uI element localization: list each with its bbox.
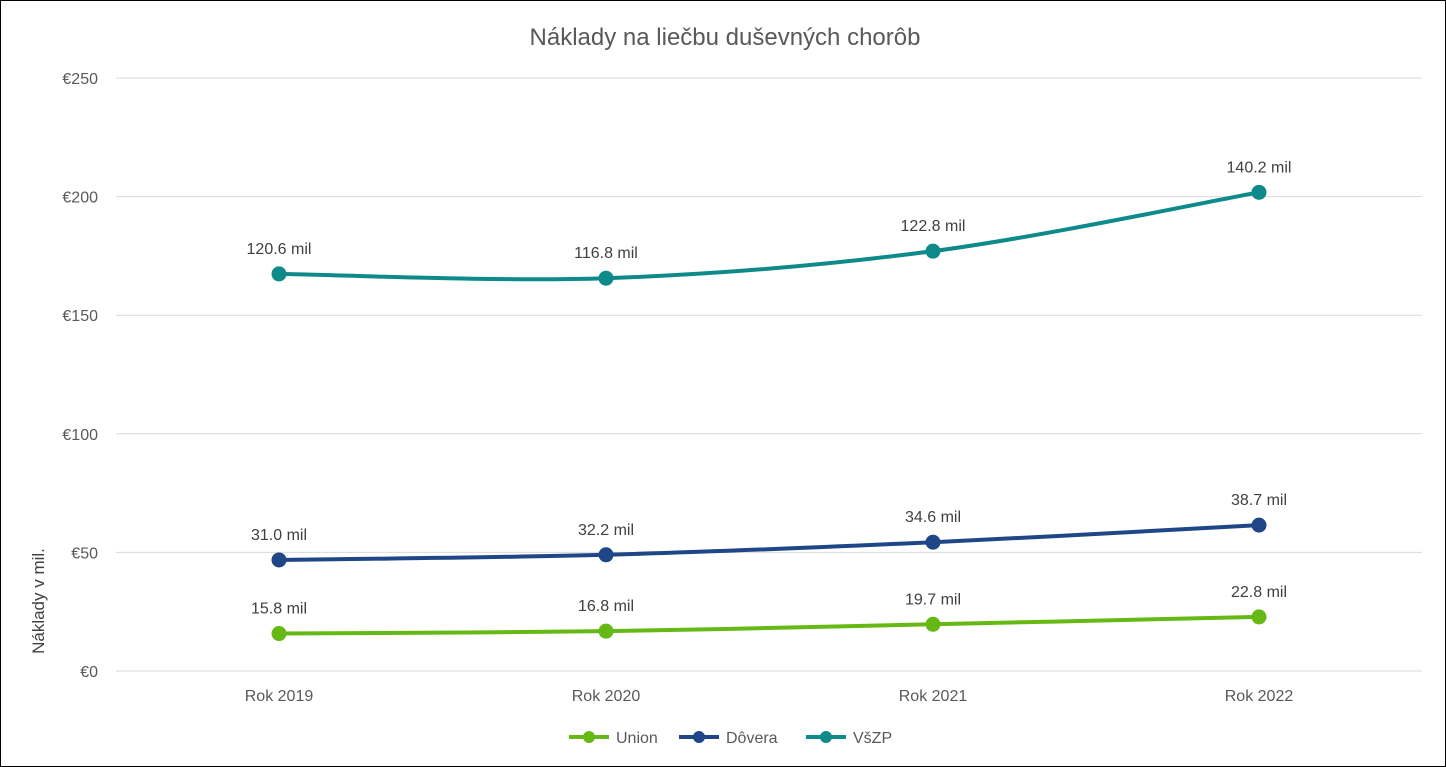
data-point [598,547,614,563]
data-label: 32.2 mil [578,522,634,539]
legend-swatch-marker [693,731,705,743]
data-label: 116.8 mil [574,245,638,262]
data-point [598,270,614,286]
data-point [271,626,287,642]
data-point [1251,609,1267,625]
data-labels: 15.8 mil 16.8 mil 19.7 mil 22.8 mil 31.0 mil… [247,159,1292,617]
data-point [598,623,614,639]
legend-swatch-marker [820,731,832,743]
x-tick-label: Rok 2022 [1225,688,1294,705]
data-point [271,552,287,568]
data-label: 38.7 mil [1231,492,1287,509]
y-tick-label: €100 [62,427,98,444]
y-axis-ticks: €0 €50 €100 €150 €200 €250 [62,71,98,681]
data-label: 120.6 mil [247,241,312,258]
data-point [925,243,941,259]
data-label: 15.8 mil [251,601,307,618]
legend-swatch-marker [583,731,595,743]
legend: Union Dôvera VšZP [569,730,892,747]
data-label: 16.8 mil [578,598,634,615]
data-point [1251,184,1267,200]
x-axis-ticks: Rok 2019 Rok 2020 Rok 2021 Rok 2022 [245,688,1294,705]
y-axis-label: Náklady v mil. [29,548,48,654]
y-tick-label: €150 [62,308,98,325]
data-point [1251,517,1267,533]
data-point [925,616,941,632]
x-tick-label: Rok 2021 [899,688,968,705]
x-tick-label: Rok 2019 [245,688,314,705]
data-label: 31.0 mil [251,527,307,544]
chart-title: Náklady na liečbu duševných chorôb [530,24,921,51]
y-tick-label: €0 [80,664,98,681]
data-label: 22.8 mil [1231,584,1287,601]
legend-label: VšZP [853,730,892,747]
legend-label: Dôvera [726,730,778,747]
y-tick-label: €250 [62,71,98,88]
gridlines [116,77,1422,672]
x-tick-label: Rok 2020 [572,688,641,705]
series-line [277,190,1261,282]
data-label: 140.2 mil [1227,159,1292,176]
data-label: 19.7 mil [905,591,961,608]
y-tick-label: €50 [71,545,98,562]
data-point [925,534,941,550]
y-tick-label: €200 [62,190,98,207]
series-layer [271,184,1267,642]
series-line [277,614,1261,636]
legend-label: Union [616,730,658,747]
data-label: 34.6 mil [905,509,961,526]
data-point [271,266,287,282]
data-label: 122.8 mil [901,218,966,235]
series-line [277,523,1261,562]
